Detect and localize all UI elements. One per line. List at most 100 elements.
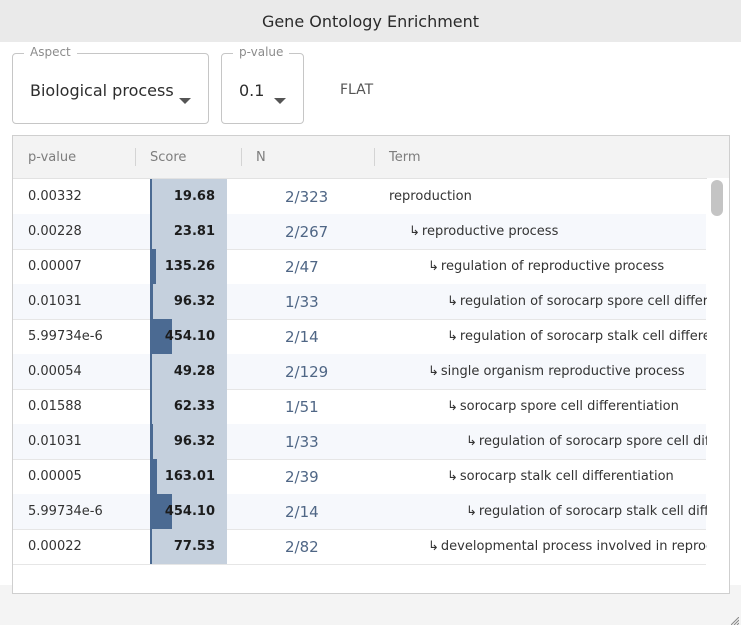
score-bar [150, 179, 152, 214]
pvalue-legend: p-value [233, 45, 290, 59]
term-cell: ↳ regulation of sorocarp spore cell diffe… [447, 294, 729, 309]
term-label: developmental process involved in reprod… [440, 539, 730, 554]
vertical-scroll-thumb[interactable] [711, 180, 723, 216]
child-arrow-icon: ↳ [428, 364, 439, 379]
pvalue-value: 0.1 [239, 81, 265, 100]
term-label: regulation of reproductive process [440, 259, 665, 274]
table-row[interactable]: 5.99734e-6 454.10 2/14 ↳ regulation of soroc… [13, 494, 729, 530]
score-value: 62.33 [173, 399, 215, 414]
term-cell: ↳ regulation of reproductive process [428, 259, 664, 274]
n-cell: 2/39 [285, 468, 319, 486]
column-divider[interactable] [374, 148, 375, 166]
score-value: 454.10 [164, 329, 215, 344]
score-value: 454.10 [164, 504, 215, 519]
vertical-scrollbar[interactable] [707, 178, 729, 580]
score-value: 77.53 [173, 539, 215, 554]
n-cell: 2/129 [285, 363, 329, 381]
n-cell: 1/33 [285, 433, 319, 451]
score-value: 163.01 [164, 469, 215, 484]
score-bar [150, 354, 152, 389]
score-bar [150, 529, 152, 564]
score-cell: 23.81 [150, 214, 227, 249]
table-row[interactable]: 0.01031 96.32 1/33 ↳ regulation of sorocarp … [13, 284, 729, 320]
n-cell: 2/323 [285, 188, 329, 206]
pvalue-cell: 0.01031 [28, 294, 82, 309]
pvalue-cell: 0.01031 [28, 434, 82, 449]
score-cell: 19.68 [150, 179, 227, 214]
term-label: single organism reproductive process [440, 364, 685, 379]
pvalue-cell: 0.00022 [28, 539, 82, 554]
pvalue-cell: 5.99734e-6 [28, 504, 103, 519]
score-cell: 454.10 [150, 319, 227, 354]
resize-grip-icon[interactable] [731, 617, 739, 625]
score-cell: 62.33 [150, 389, 227, 424]
aspect-select[interactable]: Aspect Biological process [12, 45, 209, 124]
score-value: 96.32 [173, 434, 215, 449]
child-arrow-icon: ↳ [428, 539, 439, 554]
window-title: Gene Ontology Enrichment [0, 0, 741, 42]
score-cell: 454.10 [150, 494, 227, 529]
n-cell: 1/33 [285, 293, 319, 311]
child-arrow-icon: ↳ [447, 399, 458, 414]
term-label: sorocarp spore cell differentiation [459, 399, 679, 414]
score-bar [150, 389, 152, 424]
header-n[interactable]: N [256, 150, 266, 165]
column-divider[interactable] [135, 148, 136, 166]
table-row[interactable]: 0.00005 163.01 2/39 ↳ sorocarp stalk cell di… [13, 459, 706, 495]
chevron-down-icon [179, 98, 191, 104]
term-cell: ↳ sorocarp stalk cell differentiation [447, 469, 674, 484]
n-cell: 2/267 [285, 223, 329, 241]
score-value: 49.28 [173, 364, 215, 379]
score-bar [150, 284, 153, 319]
table-row[interactable]: 0.00332 19.68 2/323 reproduction [13, 179, 706, 215]
pvalue-cell: 0.00005 [28, 469, 82, 484]
score-value: 135.26 [164, 259, 215, 274]
main-panel: Aspect Biological process p-value 0.1 FL… [0, 42, 741, 625]
table-row[interactable]: 0.00022 77.53 2/82 ↳ developmental process i… [13, 529, 729, 565]
n-cell: 1/51 [285, 398, 319, 416]
n-cell: 2/14 [285, 328, 319, 346]
child-arrow-icon: ↳ [447, 294, 458, 309]
table-row[interactable]: 0.00007 135.26 2/47 ↳ regulation of reproduc… [13, 249, 706, 285]
score-bar [150, 249, 156, 284]
n-cell: 2/82 [285, 538, 319, 556]
header-score[interactable]: Score [150, 150, 187, 165]
pvalue-cell: 0.00054 [28, 364, 82, 379]
flat-toggle[interactable]: FLAT [340, 82, 374, 98]
child-arrow-icon: ↳ [447, 329, 458, 344]
child-arrow-icon: ↳ [409, 224, 420, 239]
term-cell: ↳ sorocarp spore cell differentiation [447, 399, 679, 414]
header-pvalue[interactable]: p-value [28, 150, 77, 165]
term-cell: ↳ developmental process involved in repro… [428, 539, 730, 554]
n-cell: 2/14 [285, 503, 319, 521]
pvalue-select[interactable]: p-value 0.1 [221, 45, 304, 124]
term-cell: reproduction [389, 189, 472, 204]
pvalue-cell: 0.01588 [28, 399, 82, 414]
table-row[interactable]: 0.01588 62.33 1/51 ↳ sorocarp spore cell dif… [13, 389, 706, 425]
child-arrow-icon: ↳ [447, 469, 458, 484]
term-cell: ↳ regulation of sorocarp stalk cell diffe… [466, 504, 729, 519]
child-arrow-icon: ↳ [466, 504, 477, 519]
table-row[interactable]: 0.00228 23.81 2/267 ↳ reproductive process [13, 214, 706, 250]
chevron-down-icon [274, 98, 286, 104]
table-row[interactable]: 5.99734e-6 454.10 2/14 ↳ regulation of soroc… [13, 319, 729, 355]
score-cell: 96.32 [150, 284, 227, 319]
pvalue-cell: 0.00332 [28, 189, 82, 204]
column-divider[interactable] [241, 148, 242, 166]
score-cell: 163.01 [150, 459, 227, 494]
child-arrow-icon: ↳ [466, 434, 477, 449]
pvalue-cell: 0.00228 [28, 224, 82, 239]
table-row[interactable]: 0.01031 96.32 1/33 ↳ regulation of sorocarp … [13, 424, 729, 460]
term-label: sorocarp stalk cell differentiation [459, 469, 674, 484]
aspect-value: Biological process [30, 81, 174, 100]
table-row[interactable]: 0.00054 49.28 2/129 ↳ single organism reprod… [13, 354, 706, 390]
score-cell: 135.26 [150, 249, 227, 284]
child-arrow-icon: ↳ [428, 259, 439, 274]
pvalue-cell: 5.99734e-6 [28, 329, 103, 344]
term-label: reproduction [389, 189, 472, 204]
header-term[interactable]: Term [389, 150, 421, 165]
score-bar [150, 494, 172, 529]
score-cell: 77.53 [150, 529, 227, 564]
score-bar [150, 319, 172, 354]
term-label: reproductive process [421, 224, 559, 239]
